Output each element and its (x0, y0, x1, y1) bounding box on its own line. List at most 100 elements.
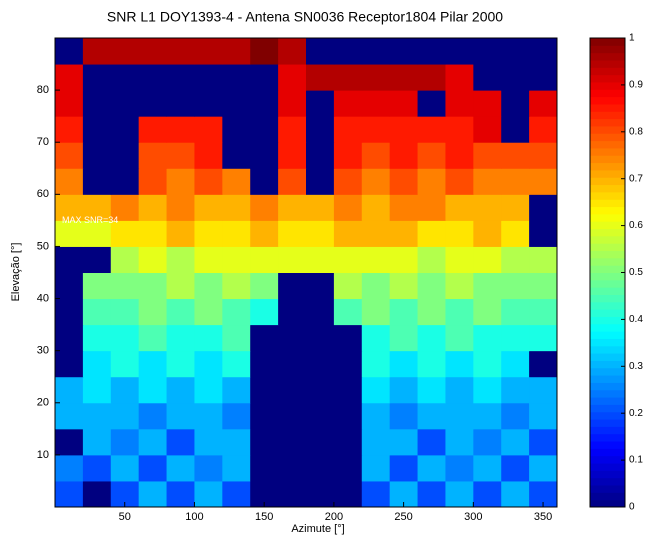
heat-cell (166, 454, 195, 482)
heat-cell (194, 428, 223, 456)
heat-cell (110, 376, 140, 404)
heat-cell (501, 454, 530, 482)
heat-cell (138, 298, 168, 326)
colorbar-tick-label: 0.7 (629, 173, 643, 184)
heat-cell (166, 90, 195, 117)
colorbar-swatch (590, 133, 625, 142)
heat-cell (306, 116, 335, 143)
colorbar-swatch (590, 177, 625, 186)
heat-cell (278, 116, 307, 143)
colorbar-swatch (590, 323, 625, 332)
heat-cell (55, 298, 84, 326)
heat-cell (306, 90, 335, 117)
heat-cell (82, 142, 112, 169)
heat-cell (166, 38, 195, 65)
heat-cell (166, 298, 195, 326)
heat-cell (55, 454, 84, 482)
colorbar-swatch (590, 433, 625, 442)
heat-cell (194, 324, 223, 352)
heat-cell (417, 454, 446, 482)
heat-cell (82, 38, 112, 65)
heat-cell (250, 142, 279, 169)
heat-cell (250, 324, 279, 352)
heat-cell (501, 220, 530, 247)
heat-cell (417, 64, 446, 91)
heat-cell (55, 272, 84, 300)
heat-cell (417, 220, 446, 247)
heat-cell (82, 272, 112, 300)
heat-cell (166, 246, 195, 273)
heat-cell (361, 220, 391, 247)
x-axis-label: Azimute [°] (291, 523, 344, 535)
colorbar-tick-label: 0.2 (629, 408, 643, 419)
heat-cell (333, 220, 363, 247)
heat-cell (389, 454, 419, 482)
heat-cell (445, 402, 474, 430)
heat-cell (529, 428, 558, 456)
heat-cell (82, 480, 112, 508)
colorbar-swatch (590, 38, 625, 46)
heat-cell (501, 324, 530, 352)
heat-cell (82, 428, 112, 456)
heat-cell (55, 350, 84, 378)
heat-cell (445, 220, 474, 247)
heat-cell (55, 168, 84, 195)
heat-cell (110, 272, 140, 300)
heat-cell (110, 454, 140, 482)
heat-cell (501, 38, 530, 65)
heat-cell (55, 90, 84, 117)
colorbar-swatch (590, 265, 625, 273)
heat-cell (445, 142, 474, 169)
colorbar-swatch (590, 45, 625, 54)
heat-cell (222, 428, 251, 456)
heat-cell (110, 350, 140, 378)
heat-cell (222, 480, 251, 508)
heat-cell (138, 402, 168, 430)
heat-cell (361, 272, 391, 300)
y-tick-label: 40 (37, 292, 49, 304)
heat-cell (194, 64, 223, 91)
heat-cell (501, 246, 530, 273)
colorbar-swatch (590, 316, 625, 325)
heat-cell (389, 272, 419, 300)
heat-cell (222, 246, 251, 273)
colorbar-tick-label: 0.5 (629, 267, 643, 278)
heat-cell (361, 142, 391, 169)
colorbar-swatch (590, 162, 625, 171)
heat-cell (501, 116, 530, 143)
heat-cell (110, 220, 140, 247)
heat-cell (110, 246, 140, 273)
heat-cell (55, 64, 84, 91)
colorbar-swatch (590, 250, 625, 259)
heat-cell (501, 194, 530, 221)
colorbar-swatch (590, 448, 625, 457)
colorbar-swatch (590, 499, 625, 508)
heat-cell (222, 376, 251, 404)
colorbar-tick-label: 0.8 (629, 126, 643, 137)
colorbar-swatch (590, 235, 625, 244)
heat-cell (417, 376, 446, 404)
heat-cell (110, 64, 140, 91)
heat-cell (501, 168, 530, 195)
heat-cell (306, 324, 335, 352)
heat-cell (166, 116, 195, 143)
y-axis-label: Elevação [°] (10, 243, 22, 302)
heat-cell (529, 90, 558, 117)
heat-cell (306, 220, 335, 247)
colorbar-swatch (590, 169, 625, 178)
heat-cell (473, 272, 502, 300)
heat-cell (82, 90, 112, 117)
heat-cell (250, 194, 279, 221)
heat-cell (501, 376, 530, 404)
colorbar-swatch (590, 111, 625, 120)
colorbar-swatch (590, 492, 625, 501)
heat-cell (473, 194, 502, 221)
colorbar-swatch (590, 331, 625, 339)
colorbar-swatch (590, 125, 625, 134)
y-tick-label: 80 (37, 84, 49, 96)
colorbar-swatch (590, 294, 625, 303)
heat-cell (222, 324, 251, 352)
heat-cell (166, 168, 195, 195)
colorbar-swatch (590, 184, 625, 193)
heat-cell (194, 350, 223, 378)
